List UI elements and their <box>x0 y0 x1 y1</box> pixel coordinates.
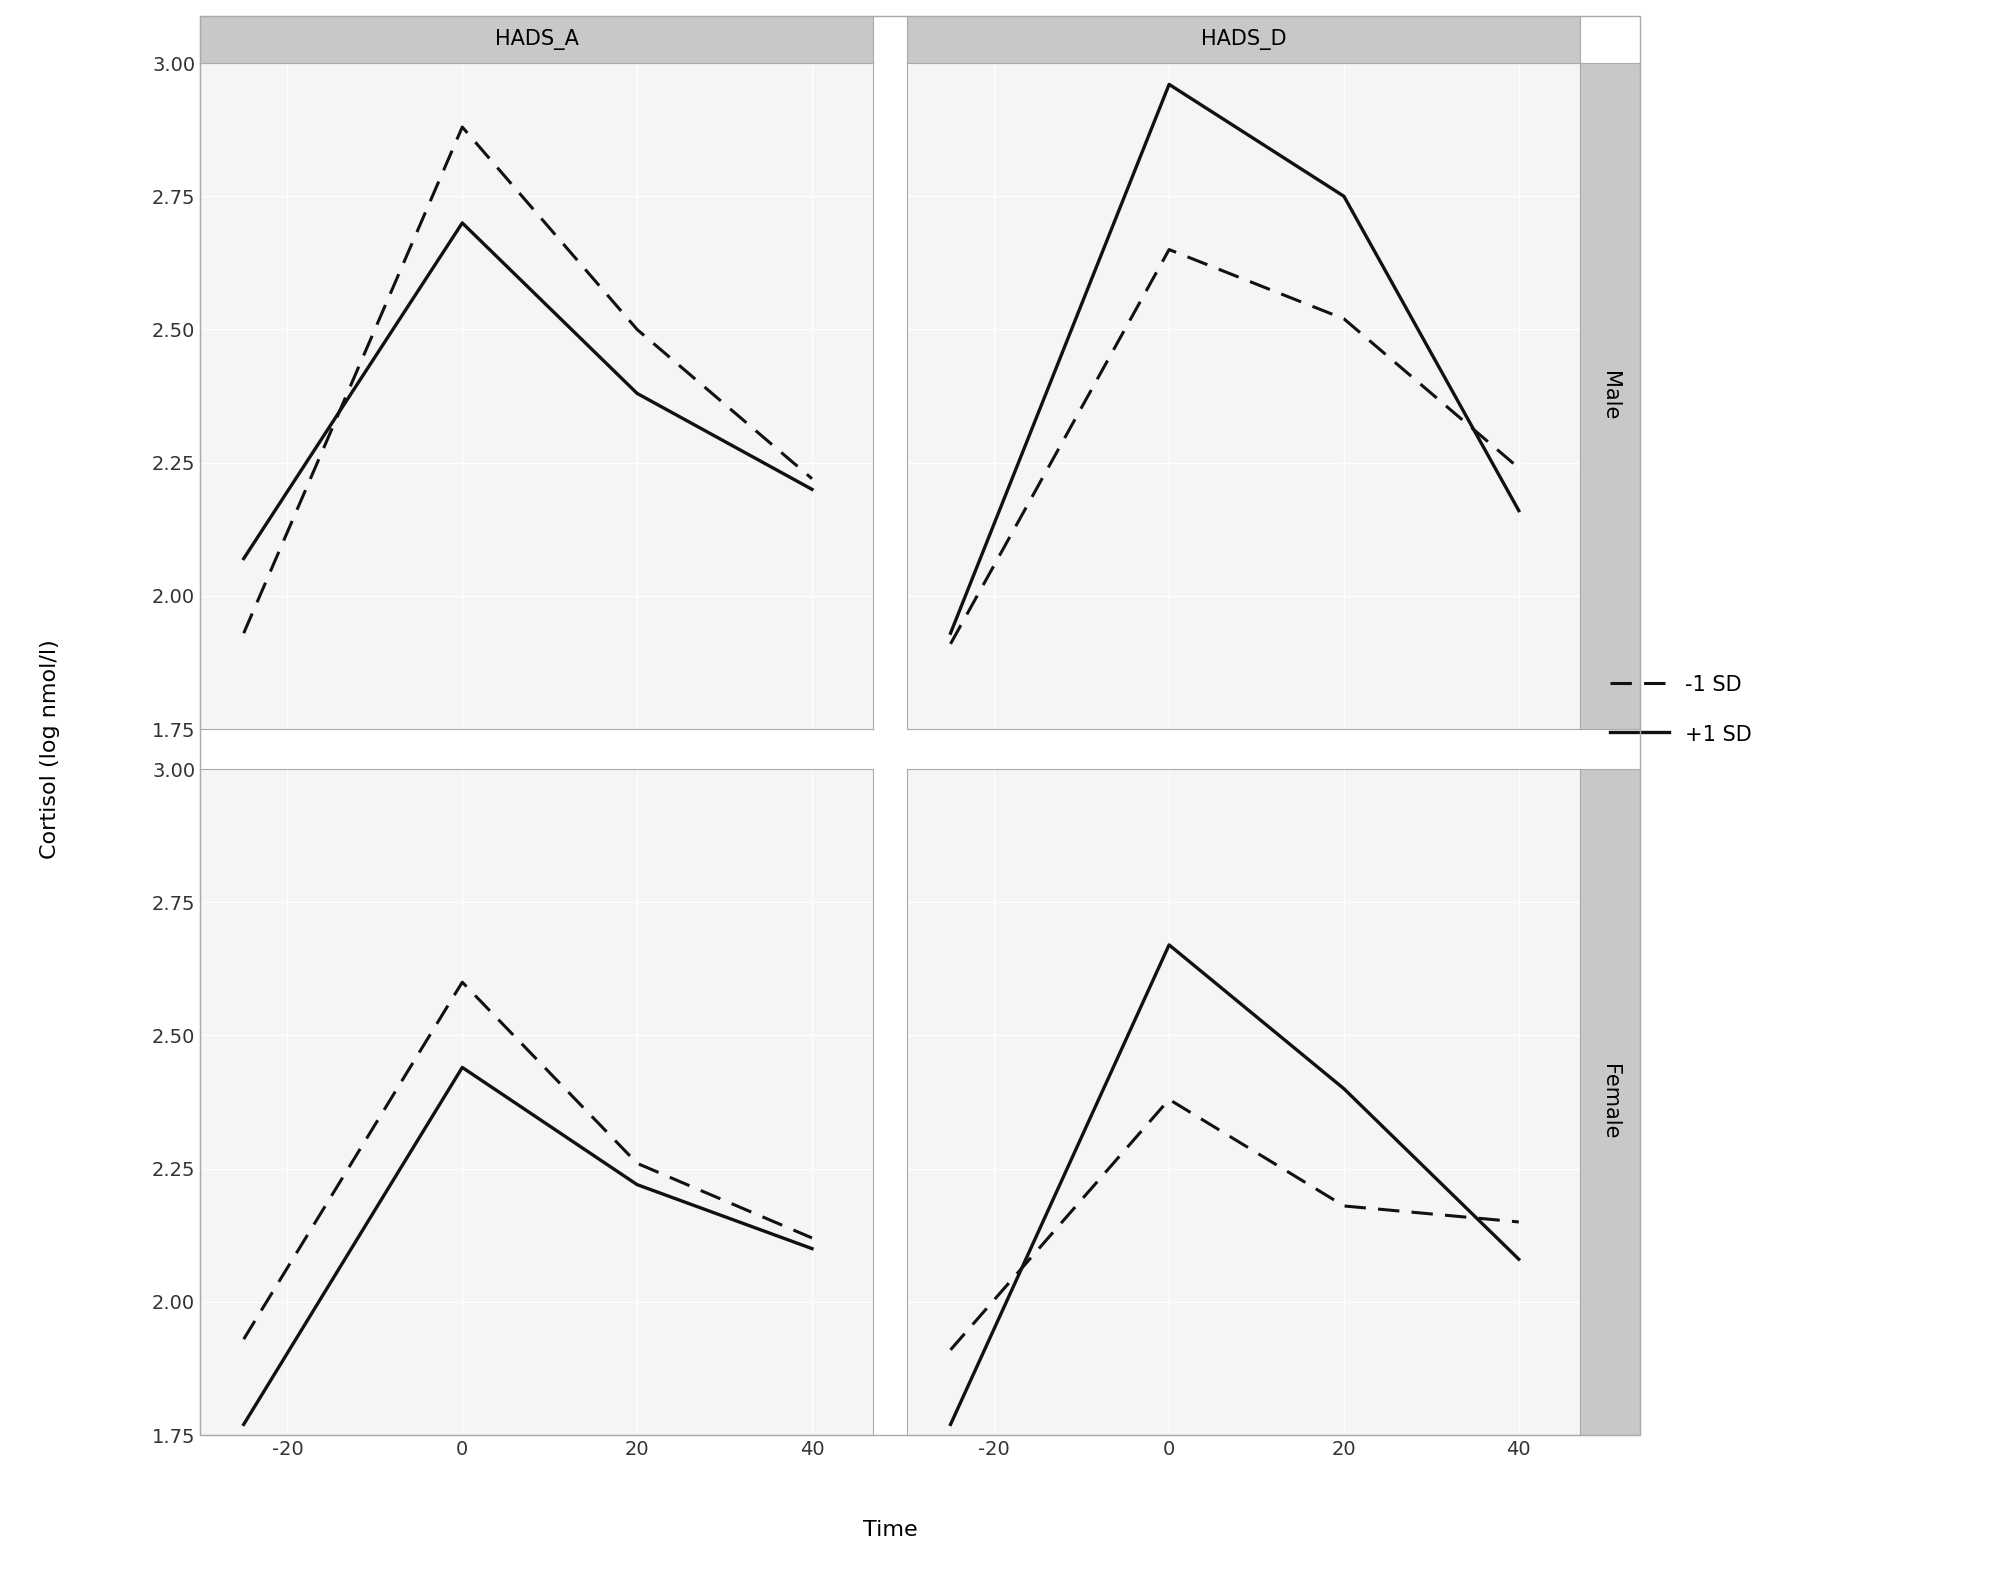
Text: HADS_D: HADS_D <box>1200 28 1286 50</box>
Text: HADS_A: HADS_A <box>494 28 578 50</box>
Text: Male: Male <box>1600 372 1620 421</box>
Text: Cortisol (log nmol/l): Cortisol (log nmol/l) <box>40 639 60 859</box>
Text: Time: Time <box>862 1520 918 1539</box>
Text: Female: Female <box>1600 1064 1620 1140</box>
Legend: -1 SD, +1 SD: -1 SD, +1 SD <box>1610 675 1752 744</box>
